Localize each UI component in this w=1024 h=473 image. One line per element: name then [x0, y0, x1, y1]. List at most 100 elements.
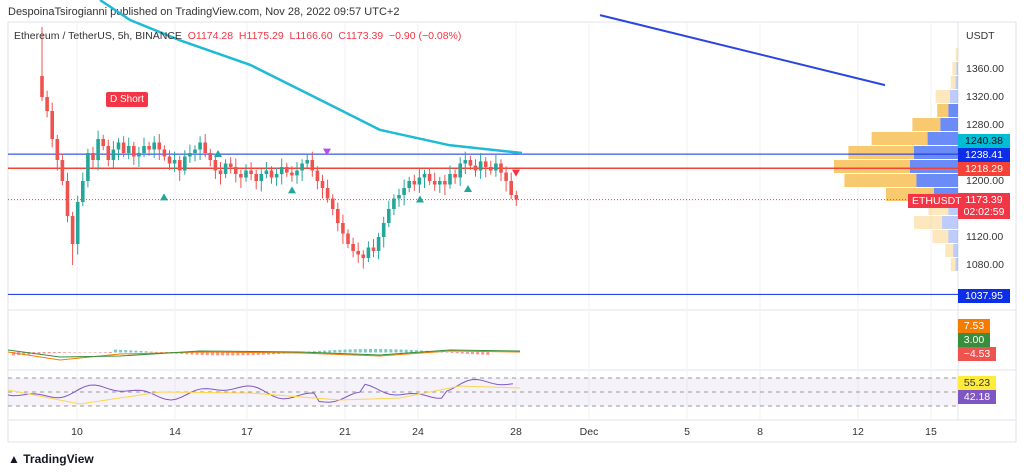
candle: [300, 163, 304, 171]
symbol-name[interactable]: Ethereum / TetherUS, 5h, BINANCE: [14, 30, 182, 42]
candle: [249, 170, 253, 174]
macd-histogram-bar: [134, 350, 138, 353]
candle: [392, 198, 396, 209]
d-short-annotation[interactable]: D Short: [106, 92, 148, 107]
histogram-tag: −4.53: [958, 347, 996, 361]
macd-histogram-bar: [221, 352, 225, 356]
candle: [132, 146, 136, 157]
candle: [96, 139, 100, 160]
candle: [351, 244, 355, 251]
macd-histogram-bar: [52, 352, 56, 354]
candle: [402, 188, 406, 195]
time-label: 28: [510, 426, 522, 438]
candle: [346, 233, 350, 244]
candle: [223, 163, 228, 174]
candle: [290, 172, 294, 176]
brand-name: TradingView: [23, 452, 94, 466]
trend-line: [599, 14, 886, 87]
tv-logo-icon: ▲: [8, 452, 20, 466]
macd-histogram-bar: [205, 352, 209, 356]
candle: [494, 163, 498, 171]
time-label: 24: [412, 426, 424, 438]
macd-histogram-bar: [190, 352, 194, 355]
candle: [193, 149, 197, 153]
macd-histogram-bar: [149, 351, 153, 353]
price-label: 1360.00: [966, 63, 1004, 75]
volume-profile-up: [955, 48, 958, 61]
moving-average-line: [99, 0, 131, 22]
buy-signal-icon: [288, 186, 296, 194]
macd-histogram-bar: [180, 352, 184, 355]
volume-profile-up: [932, 230, 949, 243]
candle: [228, 163, 233, 167]
candle: [75, 202, 80, 244]
candle: [213, 160, 218, 171]
hline-price-tag: 1037.95: [958, 289, 1010, 303]
rsi-line: [7, 378, 513, 403]
macd-histogram-bar: [328, 350, 332, 353]
macd-histogram-bar: [119, 349, 123, 353]
macd-histogram-bar: [358, 349, 362, 353]
macd-histogram-bar: [226, 352, 230, 356]
candle: [407, 181, 411, 188]
macd-line: [7, 350, 521, 361]
candle: [152, 142, 156, 150]
macd-histogram-bar: [389, 349, 393, 353]
candle: [106, 146, 111, 160]
macd-histogram-bar: [22, 352, 26, 355]
candle: [234, 167, 238, 174]
macd-histogram-bar: [450, 352, 454, 353]
macd-histogram-bar: [486, 352, 490, 355]
candle: [376, 237, 381, 251]
macd-histogram-bar: [103, 352, 107, 353]
moving-average-line: [129, 18, 523, 155]
macd-histogram-bar: [399, 349, 403, 353]
candle: [91, 153, 95, 160]
candle: [458, 163, 462, 178]
candle: [86, 153, 90, 181]
macd-histogram-bar: [379, 349, 383, 353]
macd-histogram-bar: [231, 352, 235, 356]
tradingview-logo[interactable]: ▲ TradingView: [8, 452, 94, 466]
candle: [203, 142, 207, 153]
volume-profile-down: [948, 202, 958, 215]
macd-histogram-bar: [210, 352, 214, 356]
volume-profile-down: [948, 230, 958, 243]
candle: [427, 174, 432, 181]
candle: [101, 139, 105, 146]
macd-histogram-bar: [404, 349, 408, 353]
candle: [489, 167, 493, 171]
volume-profile-down: [910, 160, 958, 173]
macd-histogram-bar: [363, 349, 367, 353]
candle: [478, 161, 483, 171]
rsi-ma-line: [7, 385, 521, 405]
volume-profile-down: [955, 76, 958, 89]
time-label: 21: [339, 426, 351, 438]
last-price-tag: 1173.39 02:02:59: [958, 193, 1010, 219]
macd-histogram-bar: [93, 352, 97, 353]
candle: [244, 170, 248, 178]
candle: [412, 181, 417, 185]
candle: [157, 142, 162, 150]
volume-profile-up: [950, 258, 956, 271]
macd-histogram-bar: [348, 349, 352, 353]
candle: [341, 223, 345, 234]
ohlc-change: −0.90 (−0.08%): [389, 30, 462, 42]
candle: [305, 160, 309, 164]
price-label: 1200.00: [966, 175, 1004, 187]
macd-histogram-bar: [476, 352, 480, 355]
candle: [361, 254, 366, 258]
macd-histogram-bar: [374, 349, 378, 353]
macd-histogram-bar: [471, 352, 474, 355]
macd-histogram-bar: [440, 351, 444, 353]
candle: [264, 170, 269, 174]
time-label: 14: [169, 426, 181, 438]
price-label: 1280.00: [966, 119, 1004, 131]
volume-profile-down: [916, 174, 958, 187]
volume-profile-up: [945, 244, 954, 257]
candle: [473, 165, 478, 171]
candle: [259, 174, 264, 181]
volume-profile-up: [950, 76, 956, 89]
